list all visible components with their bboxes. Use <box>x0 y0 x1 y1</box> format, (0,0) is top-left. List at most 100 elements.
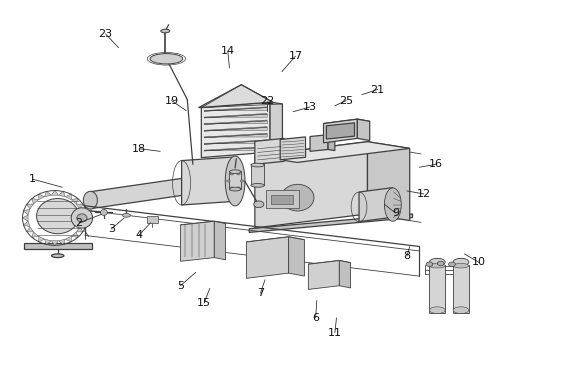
Text: 16: 16 <box>429 159 443 169</box>
Polygon shape <box>359 188 393 222</box>
Polygon shape <box>23 221 30 227</box>
Polygon shape <box>38 236 45 242</box>
Polygon shape <box>430 265 445 313</box>
Ellipse shape <box>430 258 445 266</box>
Bar <box>266 190 299 208</box>
Ellipse shape <box>229 170 241 173</box>
Ellipse shape <box>83 191 97 209</box>
Text: 19: 19 <box>164 95 178 106</box>
Ellipse shape <box>37 198 79 234</box>
Text: 23: 23 <box>98 29 113 39</box>
Polygon shape <box>182 157 235 205</box>
Ellipse shape <box>254 201 264 208</box>
Polygon shape <box>246 237 289 278</box>
Ellipse shape <box>240 180 243 182</box>
Ellipse shape <box>71 208 93 228</box>
Polygon shape <box>52 241 58 246</box>
Polygon shape <box>204 141 267 144</box>
Ellipse shape <box>281 184 314 211</box>
Text: 5: 5 <box>177 281 184 291</box>
Polygon shape <box>204 134 267 138</box>
Ellipse shape <box>122 213 130 217</box>
Polygon shape <box>310 135 328 151</box>
Ellipse shape <box>251 163 264 167</box>
Polygon shape <box>270 102 282 154</box>
Polygon shape <box>308 261 340 289</box>
Text: 22: 22 <box>260 95 275 106</box>
Polygon shape <box>65 236 71 242</box>
Ellipse shape <box>229 187 241 191</box>
Ellipse shape <box>225 156 245 206</box>
Ellipse shape <box>161 29 170 33</box>
Polygon shape <box>215 221 226 260</box>
Polygon shape <box>58 239 65 245</box>
Ellipse shape <box>226 180 230 182</box>
Ellipse shape <box>77 214 87 222</box>
Text: 15: 15 <box>197 298 211 308</box>
Bar <box>147 216 158 223</box>
Polygon shape <box>23 209 30 215</box>
Ellipse shape <box>150 54 183 64</box>
Ellipse shape <box>237 173 240 175</box>
Text: 2: 2 <box>75 218 83 228</box>
Polygon shape <box>52 190 58 195</box>
Polygon shape <box>204 107 267 111</box>
Text: 8: 8 <box>404 251 410 261</box>
Polygon shape <box>340 261 350 288</box>
Polygon shape <box>27 204 33 209</box>
Polygon shape <box>181 221 215 261</box>
Text: 12: 12 <box>417 189 431 199</box>
Ellipse shape <box>384 188 401 221</box>
Text: 13: 13 <box>303 102 317 112</box>
Polygon shape <box>80 221 87 227</box>
Ellipse shape <box>453 258 469 266</box>
Ellipse shape <box>438 261 444 266</box>
Polygon shape <box>204 121 267 125</box>
Polygon shape <box>181 221 226 227</box>
Polygon shape <box>91 176 198 209</box>
Ellipse shape <box>449 262 455 266</box>
Polygon shape <box>24 243 92 250</box>
Polygon shape <box>32 198 38 204</box>
Text: 25: 25 <box>339 95 353 106</box>
Polygon shape <box>199 85 273 108</box>
Polygon shape <box>82 215 88 221</box>
Polygon shape <box>80 209 87 215</box>
Polygon shape <box>45 191 52 197</box>
Polygon shape <box>201 102 270 158</box>
Ellipse shape <box>430 307 445 313</box>
Polygon shape <box>280 137 306 160</box>
Polygon shape <box>71 198 78 204</box>
Bar <box>229 171 241 189</box>
Text: 6: 6 <box>312 313 319 323</box>
Bar <box>251 164 264 185</box>
Ellipse shape <box>101 210 108 215</box>
Polygon shape <box>357 119 370 141</box>
Polygon shape <box>58 191 65 197</box>
Text: 10: 10 <box>472 257 486 267</box>
Polygon shape <box>71 232 78 238</box>
Text: 4: 4 <box>136 230 143 239</box>
Polygon shape <box>38 194 45 200</box>
Polygon shape <box>76 204 83 209</box>
Text: 9: 9 <box>392 208 399 218</box>
Polygon shape <box>308 261 350 266</box>
Polygon shape <box>76 227 83 232</box>
Ellipse shape <box>453 263 469 268</box>
Text: 17: 17 <box>288 51 302 61</box>
Polygon shape <box>204 128 267 131</box>
Polygon shape <box>65 194 71 200</box>
Text: 21: 21 <box>371 85 385 94</box>
Polygon shape <box>246 237 305 245</box>
Ellipse shape <box>237 187 240 189</box>
Ellipse shape <box>426 262 433 266</box>
Polygon shape <box>324 119 370 126</box>
Text: 7: 7 <box>257 288 264 298</box>
Polygon shape <box>249 214 413 232</box>
Polygon shape <box>255 138 284 164</box>
Polygon shape <box>453 265 469 313</box>
Polygon shape <box>324 119 357 143</box>
Ellipse shape <box>52 254 64 258</box>
Ellipse shape <box>251 184 264 187</box>
Polygon shape <box>327 123 354 139</box>
